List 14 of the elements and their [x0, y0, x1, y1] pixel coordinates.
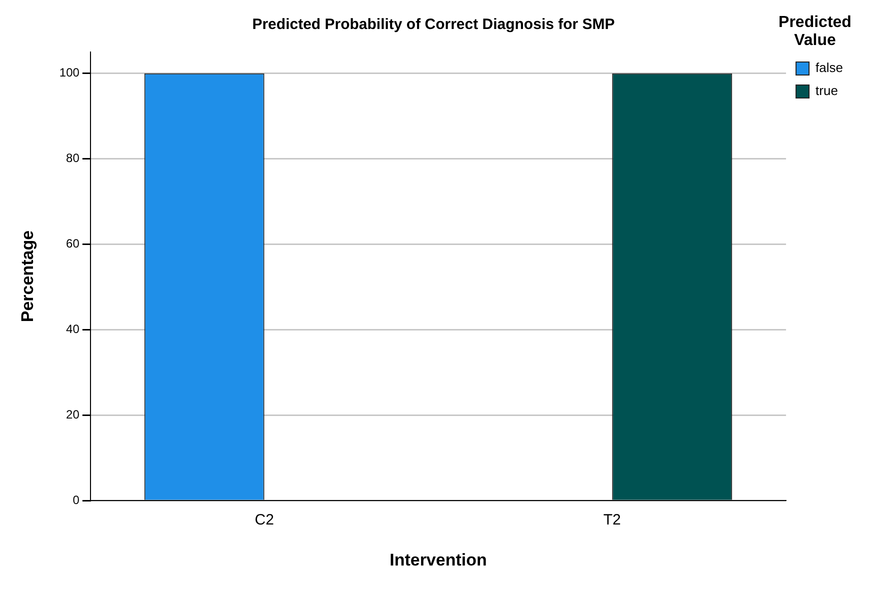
legend-title: Predicted Value: [778, 14, 852, 50]
y-axis-title: Percentage: [18, 230, 37, 322]
x-tick-label: T2: [603, 512, 621, 529]
chart-title: Predicted Probability of Correct Diagnosis for SMP: [252, 16, 615, 34]
y-tick-label: 0: [72, 492, 80, 507]
legend-label: true: [816, 83, 838, 98]
x-axis-title: Intervention: [390, 550, 487, 570]
legend-label: false: [816, 60, 844, 76]
y-tick-label: 80: [66, 151, 80, 166]
y-tick-label: 20: [66, 407, 80, 422]
y-tick-label: 60: [66, 236, 80, 251]
x-tick-label: C2: [254, 512, 274, 529]
y-tick-label: 40: [66, 322, 80, 336]
y-tick-label: 100: [59, 66, 80, 80]
